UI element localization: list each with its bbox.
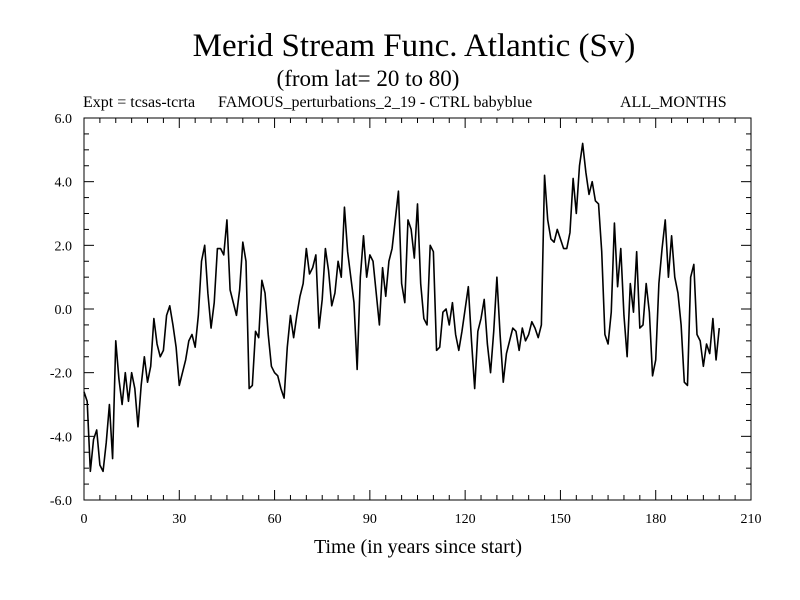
axis-ticks	[83, 117, 752, 501]
tick-labels: 0 30 60 90 120 150 180 210 -6.0 -4.0 -2.0 0.0 2.0 4.0…	[50, 112, 762, 527]
chart-title: Merid Stream Func. Atlantic (Sv)	[193, 28, 636, 64]
experiment-label: Expt = tcsas-tcrta	[83, 94, 195, 111]
y-tick-label: 4.0	[55, 176, 73, 191]
series-line	[83, 142, 721, 473]
x-tick-label: 210	[741, 512, 762, 527]
months-label: ALL_MONTHS	[620, 94, 727, 111]
x-tick-label: 120	[455, 512, 476, 527]
y-tick-label: 6.0	[55, 112, 73, 127]
y-tick-label: -4.0	[50, 430, 72, 445]
x-axis-label: Time (in years since start)	[314, 536, 522, 558]
plot-frame	[83, 117, 752, 501]
y-tick-label: 2.0	[55, 239, 73, 254]
x-tick-label: 60	[268, 512, 282, 527]
y-tick-label: 0.0	[55, 303, 73, 318]
y-tick-label: -6.0	[50, 494, 72, 509]
perturbation-label: FAMOUS_perturbations_2_19 - CTRL babyblu…	[218, 94, 532, 111]
x-tick-label: 150	[550, 512, 571, 527]
x-tick-label: 90	[363, 512, 377, 527]
x-tick-label: 180	[645, 512, 666, 527]
series-layer	[83, 142, 721, 473]
chart-subtitle: (from lat= 20 to 80)	[277, 66, 460, 91]
x-tick-label: 30	[172, 512, 186, 527]
y-tick-label: -2.0	[50, 367, 72, 382]
x-tick-label: 0	[81, 512, 88, 527]
